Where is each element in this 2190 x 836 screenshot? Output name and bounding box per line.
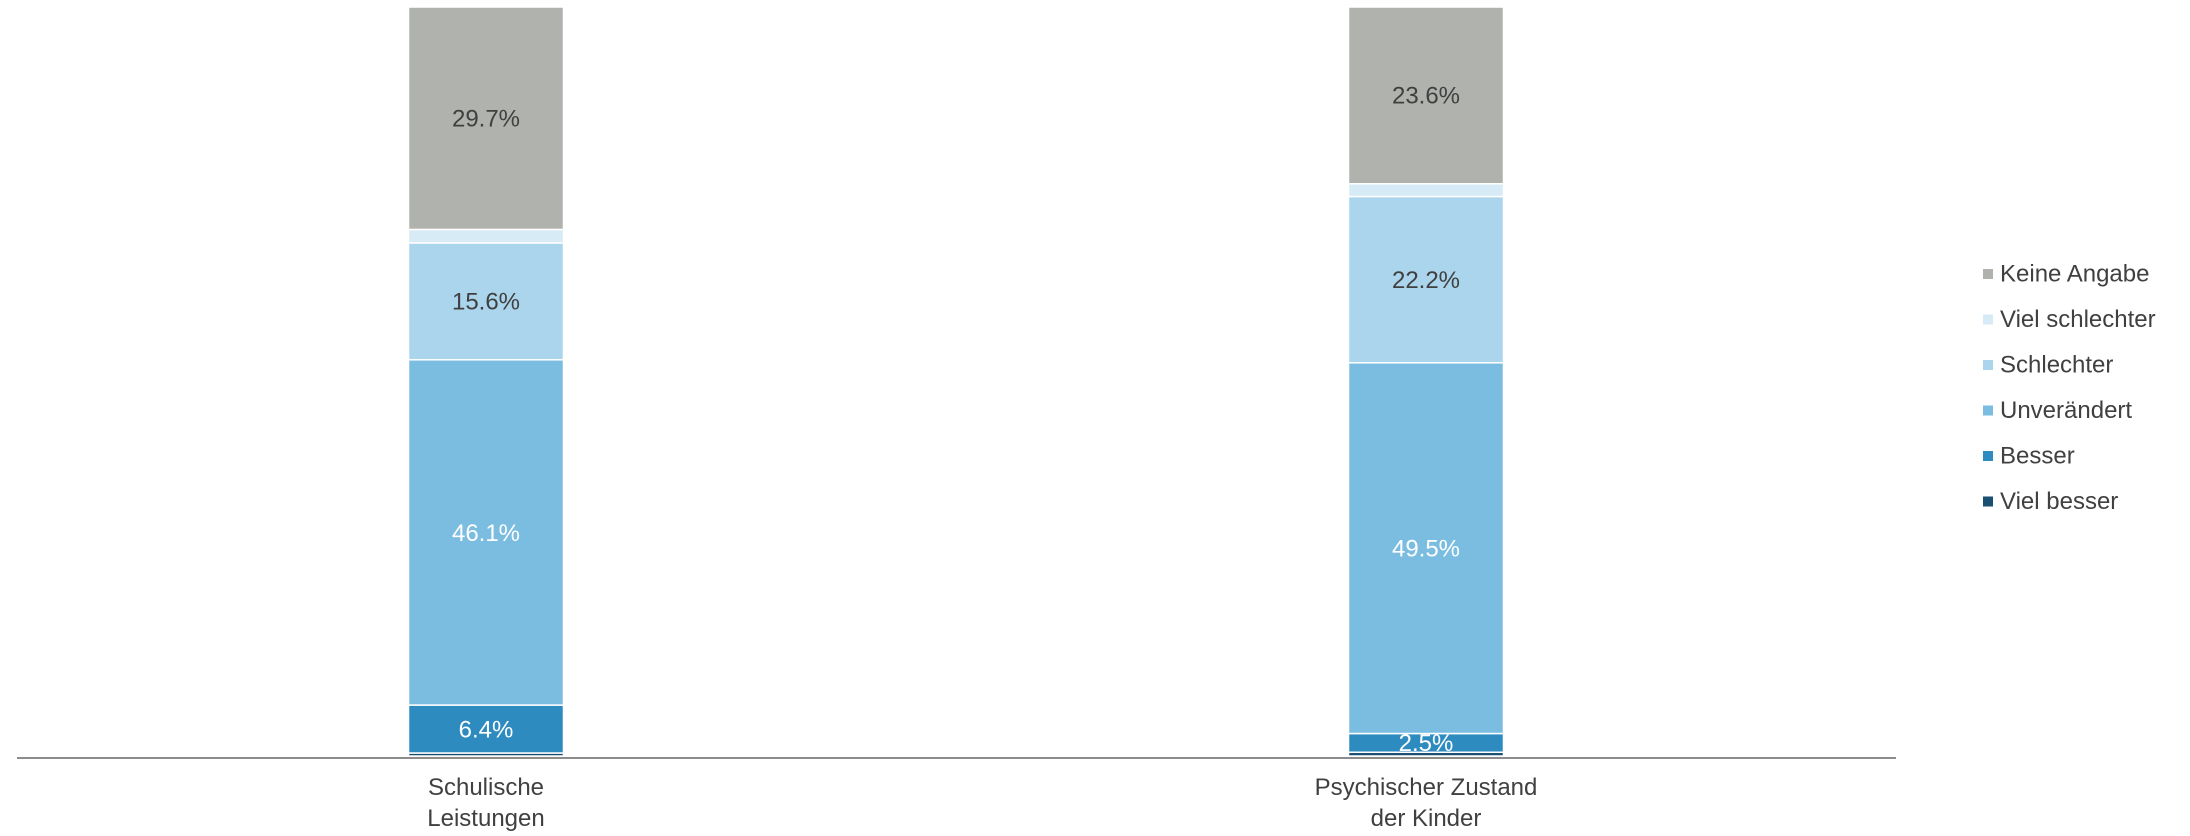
legend-swatch [1983,314,1993,325]
data-label: 23.6% [1392,83,1460,110]
legend-label: Viel schlechter [2000,306,2156,333]
legend-label: Besser [2000,442,2075,469]
bar-segment [1347,183,1505,198]
bar-segment [407,6,565,231]
x-tick-label: Psychischer Zustand der Kinder [1315,774,1538,832]
data-label: 22.2% [1392,267,1460,294]
bar-segment [407,359,565,706]
data-label: 29.7% [452,106,520,133]
bar-segment [1347,362,1505,735]
data-label: 46.1% [452,520,520,547]
data-label: 49.5% [1392,535,1460,562]
data-label: 2.5% [1399,730,1454,757]
legend-swatch [1983,269,1993,279]
bar-segment [407,228,565,244]
bar-segment [1347,6,1505,185]
x-tick-label: Schulische Leistungen [427,774,544,832]
bar-segment [407,704,565,754]
legend-label: Keine Angabe [2000,260,2149,287]
data-label: 6.4% [459,716,514,743]
legend-swatch [1983,360,1993,370]
bar-segment [1347,195,1505,364]
legend-label: Unverändert [2000,397,2132,424]
legend-swatch [1983,496,1993,507]
data-label: 15.6% [452,289,520,316]
legend-label: Schlechter [2000,351,2113,378]
legend-label: Viel besser [2000,488,2118,515]
legend-swatch [1983,405,1993,416]
legend-swatch [1983,451,1993,461]
bar-segment [407,242,565,361]
